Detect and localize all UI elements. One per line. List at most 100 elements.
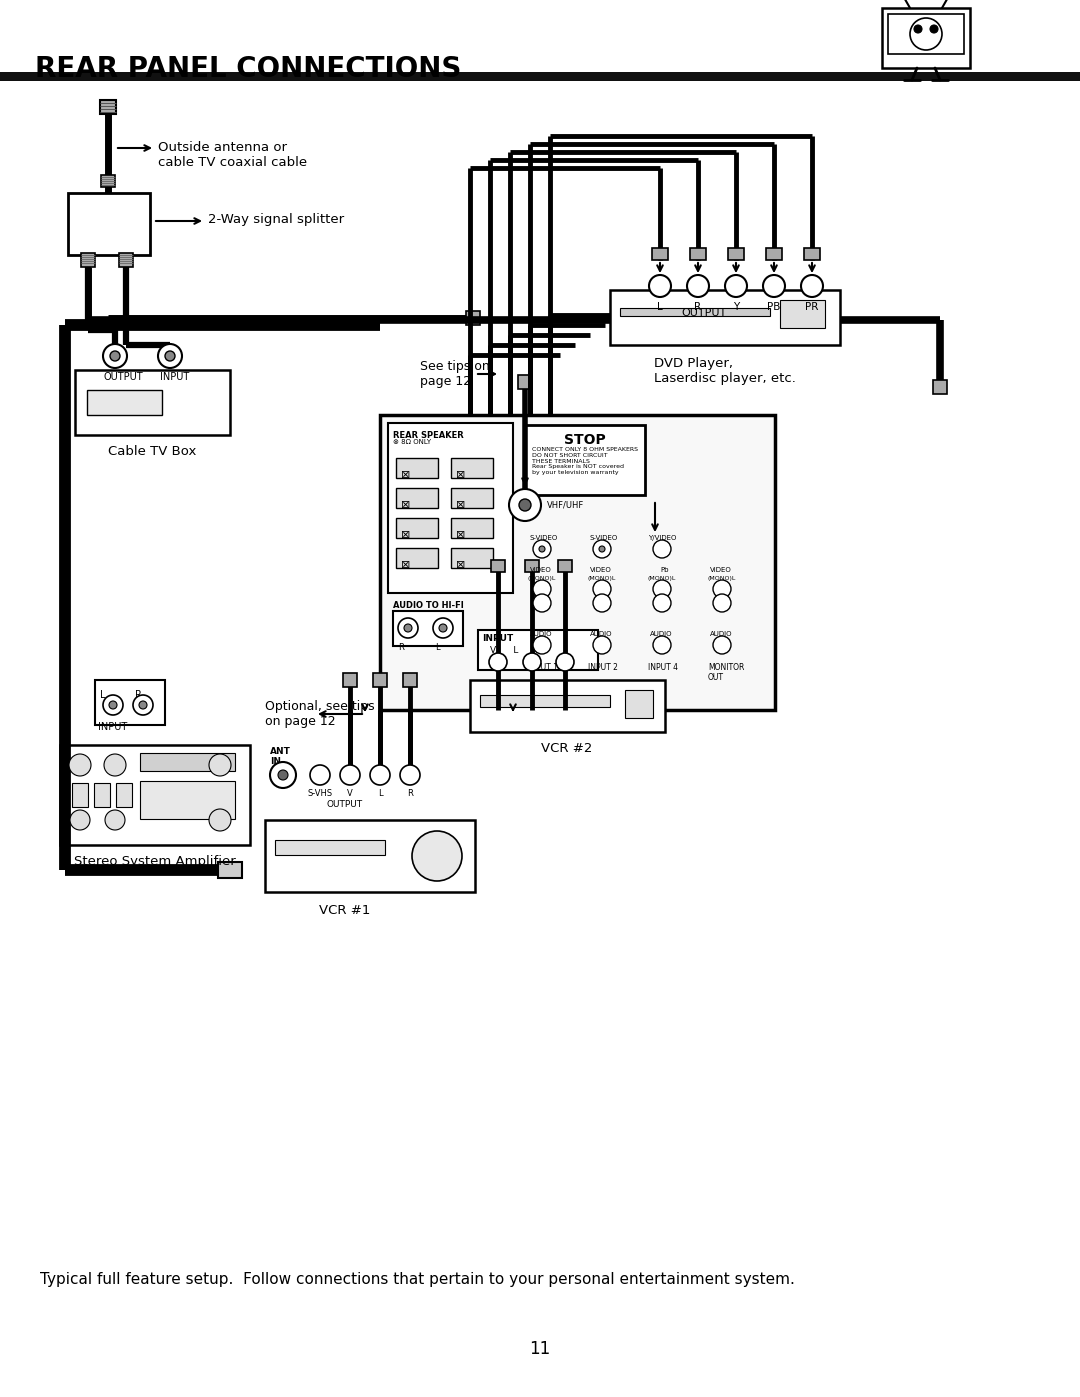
Text: DVD Player,
Laserdisc player, etc.: DVD Player, Laserdisc player, etc. [654, 358, 796, 386]
Text: See tips on
page 12: See tips on page 12 [420, 360, 489, 388]
Text: INPUT 4: INPUT 4 [648, 664, 678, 672]
Text: R: R [694, 302, 702, 312]
Bar [558, 560, 572, 571]
Text: OUTPUT: OUTPUT [681, 307, 727, 319]
Text: L: L [100, 690, 106, 700]
Bar [396, 518, 438, 538]
Text: 2-Way signal splitter: 2-Way signal splitter [208, 212, 345, 226]
Text: Optional, see tips
on page 12: Optional, see tips on page 12 [265, 700, 375, 728]
Circle shape [534, 541, 551, 557]
Text: Outside antenna or
cable TV coaxial cable: Outside antenna or cable TV coaxial cabl… [158, 141, 307, 169]
Bar [451, 488, 492, 509]
Bar [933, 380, 947, 394]
Bar [60, 745, 249, 845]
Bar [620, 307, 770, 316]
Text: VCR #1: VCR #1 [320, 904, 370, 916]
Circle shape [433, 617, 453, 638]
Bar [102, 175, 114, 187]
Circle shape [687, 275, 708, 298]
Text: Typical full feature setup.  Follow connections that pertain to your personal en: Typical full feature setup. Follow conne… [40, 1273, 795, 1287]
Text: 11: 11 [529, 1340, 551, 1358]
Text: ⊠: ⊠ [457, 529, 465, 541]
Text: (MONO)L: (MONO)L [588, 576, 617, 581]
Text: Y/VIDEO: Y/VIDEO [648, 535, 676, 541]
Text: AUDIO: AUDIO [710, 631, 732, 637]
Text: ⊠: ⊠ [457, 560, 465, 570]
Bar [95, 680, 165, 725]
Circle shape [270, 761, 296, 788]
Text: AUDIO: AUDIO [590, 631, 612, 637]
Text: ⊠: ⊠ [457, 469, 465, 481]
Text: VCR #2: VCR #2 [541, 742, 593, 754]
Text: Stereo System Amplifier: Stereo System Amplifier [75, 855, 235, 868]
Circle shape [69, 754, 91, 775]
Circle shape [653, 580, 671, 598]
Text: INPUT: INPUT [98, 722, 127, 732]
Bar [625, 690, 653, 718]
Circle shape [519, 499, 531, 511]
Text: REAR PANEL CONNECTIONS: REAR PANEL CONNECTIONS [35, 54, 461, 82]
Circle shape [278, 770, 288, 780]
Bar [766, 249, 782, 260]
Circle shape [534, 594, 551, 612]
Circle shape [509, 489, 541, 521]
Bar [275, 840, 384, 855]
Bar [140, 753, 235, 771]
Circle shape [210, 809, 231, 831]
Text: OUTPUT: OUTPUT [103, 372, 143, 381]
Bar [0, 73, 1080, 81]
Circle shape [653, 594, 671, 612]
Circle shape [653, 636, 671, 654]
Circle shape [534, 636, 551, 654]
Bar [119, 253, 133, 267]
Text: L: L [378, 789, 382, 798]
Bar [804, 249, 820, 260]
Text: Y: Y [733, 302, 739, 312]
Text: PB: PB [767, 302, 781, 312]
Text: (MONO)L: (MONO)L [708, 576, 737, 581]
Bar [396, 488, 438, 509]
Bar [380, 415, 775, 710]
Text: Pb: Pb [660, 567, 669, 573]
Text: (MONO)L: (MONO)L [648, 576, 676, 581]
Circle shape [489, 652, 507, 671]
Bar [491, 560, 505, 571]
Text: AUDIO: AUDIO [530, 631, 553, 637]
Circle shape [104, 754, 126, 775]
Circle shape [725, 275, 747, 298]
Text: R: R [135, 690, 141, 700]
Text: Cable TV Box: Cable TV Box [108, 446, 197, 458]
Circle shape [713, 580, 731, 598]
Circle shape [110, 351, 120, 360]
Text: INPUT 2: INPUT 2 [588, 664, 618, 672]
Bar [525, 560, 539, 571]
Bar [478, 630, 598, 671]
Text: ⊠: ⊠ [402, 500, 410, 510]
Bar [470, 680, 665, 732]
Circle shape [133, 694, 153, 715]
Text: VIDEO: VIDEO [590, 567, 611, 573]
Bar [780, 300, 825, 328]
Circle shape [593, 580, 611, 598]
Bar [652, 249, 669, 260]
Text: Pb: Pb [660, 591, 669, 597]
Bar [94, 782, 110, 807]
Circle shape [713, 594, 731, 612]
Bar [116, 782, 132, 807]
Text: VHF/UHF: VHF/UHF [546, 500, 584, 509]
Bar [81, 253, 95, 267]
Circle shape [109, 701, 117, 710]
Circle shape [713, 636, 731, 654]
Bar [888, 14, 964, 54]
Bar [451, 548, 492, 569]
Bar [218, 862, 242, 877]
Bar [140, 781, 235, 819]
Text: PR: PR [806, 302, 819, 312]
Bar [75, 370, 230, 434]
Text: INPUT: INPUT [160, 372, 189, 381]
Circle shape [103, 694, 123, 715]
Circle shape [599, 546, 605, 552]
Text: L: L [657, 302, 663, 312]
Text: MONITOR
OUT: MONITOR OUT [708, 664, 744, 682]
Bar [882, 8, 970, 68]
